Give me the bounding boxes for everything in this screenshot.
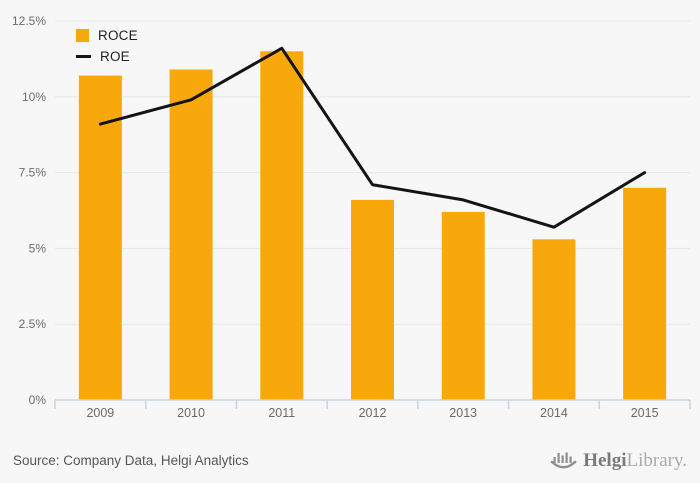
- roce-bar: [78, 75, 122, 401]
- legend-item-roce: ROCE: [76, 28, 138, 43]
- roce-bar: [351, 199, 394, 400]
- x-axis-tick-label: 2015: [631, 406, 659, 420]
- y-axis-tick-label: 5%: [29, 241, 47, 255]
- x-axis-tick-label: 2011: [268, 406, 295, 420]
- source-text: Source: Company Data, Helgi Analytics: [13, 453, 249, 468]
- chart-footer: Source: Company Data, Helgi Analytics He…: [0, 438, 700, 483]
- roce-bar: [169, 69, 213, 401]
- y-axis-tick-label: 2.5%: [19, 317, 47, 331]
- y-axis-tick-label: 7.5%: [19, 166, 47, 180]
- y-axis-tick-label: 0%: [29, 393, 47, 407]
- roe-line: [98, 46, 647, 229]
- roce-bar: [532, 239, 576, 400]
- logo-word-library: Library.: [626, 450, 688, 471]
- roce-swatch-icon: [76, 29, 89, 42]
- chart-legend: ROCE ROE: [76, 28, 138, 64]
- x-axis-tick-label: 2013: [449, 406, 477, 420]
- chart-plot-area: 0% 2.5% 5% 7.5% 10% 12.5% 2009 2010 2011 2012 2013…: [12, 14, 691, 420]
- legend-label-roe: ROE: [100, 49, 130, 64]
- y-axis-tick-label: 12.5%: [12, 14, 46, 28]
- x-axis-tick-label: 2012: [359, 406, 387, 420]
- x-axis-tick-label: 2010: [177, 406, 205, 420]
- x-axis-tick-label: 2014: [540, 406, 568, 420]
- y-axis-tick-label: 10%: [22, 90, 46, 104]
- logo-wordmark: HelgiLibrary.: [583, 451, 687, 470]
- legend-label-roce: ROCE: [98, 28, 138, 43]
- roe-swatch-icon: [76, 55, 91, 58]
- x-axis-tick-label: 2009: [86, 406, 114, 420]
- helgi-ship-icon: [550, 452, 577, 469]
- helgi-library-logo: HelgiLibrary.: [550, 449, 687, 472]
- roce-bar: [623, 187, 667, 400]
- legend-item-roe: ROE: [76, 49, 138, 64]
- logo-word-helgi: Helgi: [583, 450, 627, 471]
- roce-bar: [260, 51, 304, 400]
- roce-bar: [441, 212, 485, 400]
